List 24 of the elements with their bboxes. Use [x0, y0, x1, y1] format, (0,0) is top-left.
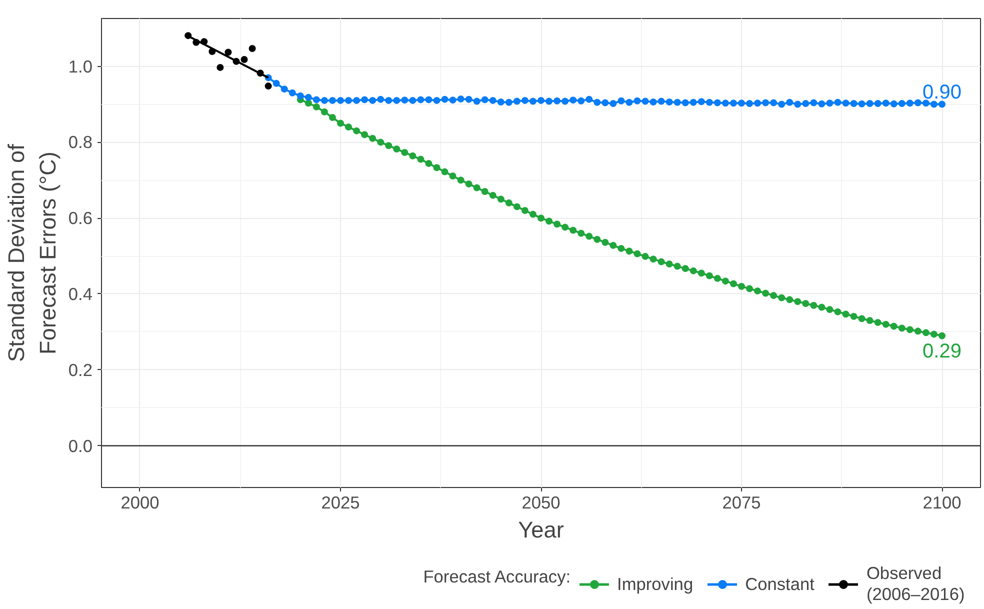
point	[264, 82, 272, 90]
data-label: 0.29	[922, 340, 962, 363]
legend-title: Forecast Accuracy:	[423, 566, 571, 586]
y-tick-label: 1.0	[68, 56, 93, 76]
y-tick-label: 0.2	[68, 360, 93, 380]
legend-label: Improving	[617, 574, 694, 594]
y-tick-label: 0.4	[68, 284, 93, 304]
x-tick-label: 2075	[722, 492, 761, 512]
legend-label: Constant	[745, 574, 814, 594]
point	[216, 64, 224, 71]
x-tick-label: 2000	[120, 492, 160, 512]
point	[248, 44, 256, 52]
x-axis-title: Year	[518, 516, 564, 542]
legend-label: Observed (2006–2016)	[866, 563, 965, 605]
x-tick-label: 2050	[522, 492, 560, 512]
point	[240, 56, 248, 63]
x-tick-label: 2025	[321, 492, 360, 512]
y-tick-label: 0.6	[68, 208, 93, 228]
x-tick-label: 2100	[922, 492, 962, 512]
y-axis-title: Standard Deviation of Forecast Errors (°C)	[3, 143, 60, 362]
y-tick-label: 0.0	[68, 436, 93, 456]
point	[224, 48, 232, 56]
data-label: 0.90	[922, 81, 962, 104]
y-tick-label: 0.8	[68, 132, 93, 152]
